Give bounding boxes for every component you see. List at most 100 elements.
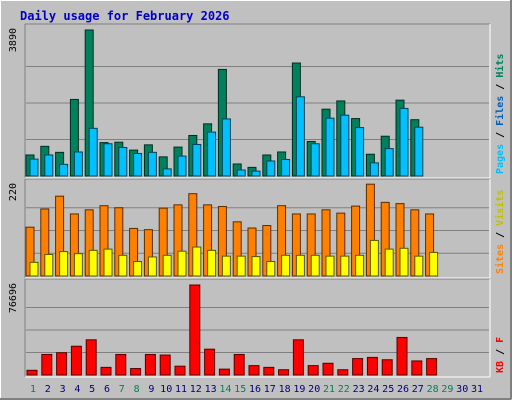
bar-kbytes-day-25 bbox=[381, 359, 393, 376]
day-label-17: 17 bbox=[264, 384, 276, 395]
bar-kbytes-day-8 bbox=[130, 368, 142, 376]
bar-visits-day-26 bbox=[399, 247, 409, 277]
day-label-2: 2 bbox=[45, 384, 51, 395]
bar-files-day-14 bbox=[221, 118, 231, 177]
bar-visits-day-3 bbox=[59, 251, 69, 277]
legend-hits: Hits bbox=[494, 54, 506, 78]
bar-files-day-12 bbox=[192, 143, 202, 177]
bar-visits-day-20 bbox=[310, 254, 320, 277]
bar-visits-day-14 bbox=[221, 255, 231, 277]
bar-kbytes-day-4 bbox=[70, 345, 82, 376]
bar-files-day-26 bbox=[399, 107, 409, 177]
bar-files-day-16 bbox=[251, 170, 261, 177]
day-label-15: 15 bbox=[234, 384, 246, 395]
day-label-13: 13 bbox=[205, 384, 217, 395]
day-label-20: 20 bbox=[308, 384, 320, 395]
bar-kbytes-day-15 bbox=[233, 353, 245, 376]
day-label-24: 24 bbox=[367, 384, 379, 395]
bar-visits-day-11 bbox=[177, 250, 187, 277]
bar-files-day-24 bbox=[369, 162, 379, 177]
bar-kbytes-day-23 bbox=[352, 358, 364, 376]
bar-files-day-17 bbox=[266, 160, 276, 177]
bar-kbytes-day-9 bbox=[144, 353, 156, 376]
bar-visits-day-9 bbox=[147, 256, 157, 277]
bar-kbytes-day-5 bbox=[85, 339, 97, 376]
day-label-21: 21 bbox=[323, 384, 335, 395]
bar-files-day-19 bbox=[295, 96, 305, 177]
day-label-31: 31 bbox=[471, 384, 483, 395]
day-label-11: 11 bbox=[175, 384, 187, 395]
bar-files-day-27 bbox=[414, 126, 424, 177]
day-label-5: 5 bbox=[89, 384, 95, 395]
bar-files-day-22 bbox=[340, 114, 350, 177]
bar-visits-day-22 bbox=[340, 255, 350, 277]
day-label-1: 1 bbox=[30, 384, 36, 395]
bar-files-day-4 bbox=[73, 151, 83, 177]
bar-files-day-23 bbox=[355, 127, 365, 177]
day-label-12: 12 bbox=[190, 384, 202, 395]
panel-kbytes: 76696 KB / F bbox=[8, 278, 506, 378]
bar-visits-day-4 bbox=[73, 253, 83, 277]
bar-kbytes-day-27 bbox=[411, 360, 423, 376]
bar-files-day-7 bbox=[118, 146, 128, 177]
legend-visits: Visits bbox=[494, 190, 506, 226]
day-label-16: 16 bbox=[249, 384, 261, 395]
bar-visits-day-25 bbox=[384, 248, 394, 277]
day-label-22: 22 bbox=[338, 384, 350, 395]
bar-files-day-9 bbox=[147, 151, 157, 177]
bar-kbytes-day-6 bbox=[100, 366, 112, 376]
series-legend: Pages / Files / Hits bbox=[494, 54, 506, 174]
day-label-18: 18 bbox=[279, 384, 291, 395]
bar-visits-day-16 bbox=[251, 256, 261, 277]
bar-kbytes-day-26 bbox=[396, 336, 408, 376]
axis-max-label: 76696 bbox=[8, 283, 19, 313]
bar-visits-day-8 bbox=[133, 261, 143, 277]
series-legend: KB / F bbox=[495, 337, 506, 373]
day-label-9: 9 bbox=[148, 384, 154, 395]
day-label-3: 3 bbox=[60, 384, 66, 395]
bar-files-day-25 bbox=[384, 148, 394, 177]
bar-files-day-10 bbox=[162, 168, 172, 177]
series-legend: Sites / Visits bbox=[494, 190, 506, 274]
bar-kbytes-day-18 bbox=[278, 369, 290, 376]
day-label-14: 14 bbox=[219, 384, 231, 395]
day-label-29: 29 bbox=[441, 384, 453, 395]
bar-files-day-13 bbox=[207, 131, 217, 177]
bar-kbytes-day-7 bbox=[115, 353, 127, 376]
legend-pages: Pages bbox=[495, 144, 506, 174]
bar-kbytes-day-12 bbox=[189, 284, 201, 376]
legend-sites: Sites bbox=[494, 244, 506, 274]
bar-kbytes-day-19 bbox=[292, 339, 304, 376]
bar-visits-day-13 bbox=[207, 249, 217, 277]
bar-kbytes-day-24 bbox=[366, 356, 378, 376]
bar-kbytes-day-11 bbox=[174, 365, 186, 376]
bar-files-day-1 bbox=[29, 158, 39, 177]
bar-visits-day-6 bbox=[103, 248, 113, 277]
bar-kbytes-day-28 bbox=[426, 358, 438, 376]
bar-visits-day-15 bbox=[236, 255, 246, 277]
bar-visits-day-21 bbox=[325, 255, 335, 277]
day-label-4: 4 bbox=[74, 384, 80, 395]
bar-files-day-18 bbox=[281, 158, 291, 177]
day-label-19: 19 bbox=[293, 384, 305, 395]
bar-files-day-20 bbox=[310, 143, 320, 177]
panel-hits-files: 3890 Pages / Files / Hits bbox=[8, 23, 506, 179]
day-label-28: 28 bbox=[427, 384, 439, 395]
bar-kbytes-day-22 bbox=[337, 369, 349, 376]
bar-visits-day-24 bbox=[369, 239, 379, 277]
bar-visits-day-28 bbox=[429, 251, 439, 277]
bar-kbytes-day-1 bbox=[26, 369, 38, 376]
bar-kbytes-day-17 bbox=[263, 366, 275, 376]
bar-files-day-8 bbox=[133, 152, 143, 177]
bar-files-day-11 bbox=[177, 155, 187, 177]
bar-files-day-3 bbox=[59, 163, 69, 177]
day-label-25: 25 bbox=[382, 384, 394, 395]
day-label-23: 23 bbox=[353, 384, 365, 395]
bar-visits-day-23 bbox=[355, 254, 365, 277]
day-label-30: 30 bbox=[456, 384, 468, 395]
bar-visits-day-17 bbox=[266, 261, 276, 277]
day-label-6: 6 bbox=[104, 384, 110, 395]
bar-visits-day-5 bbox=[88, 249, 98, 277]
